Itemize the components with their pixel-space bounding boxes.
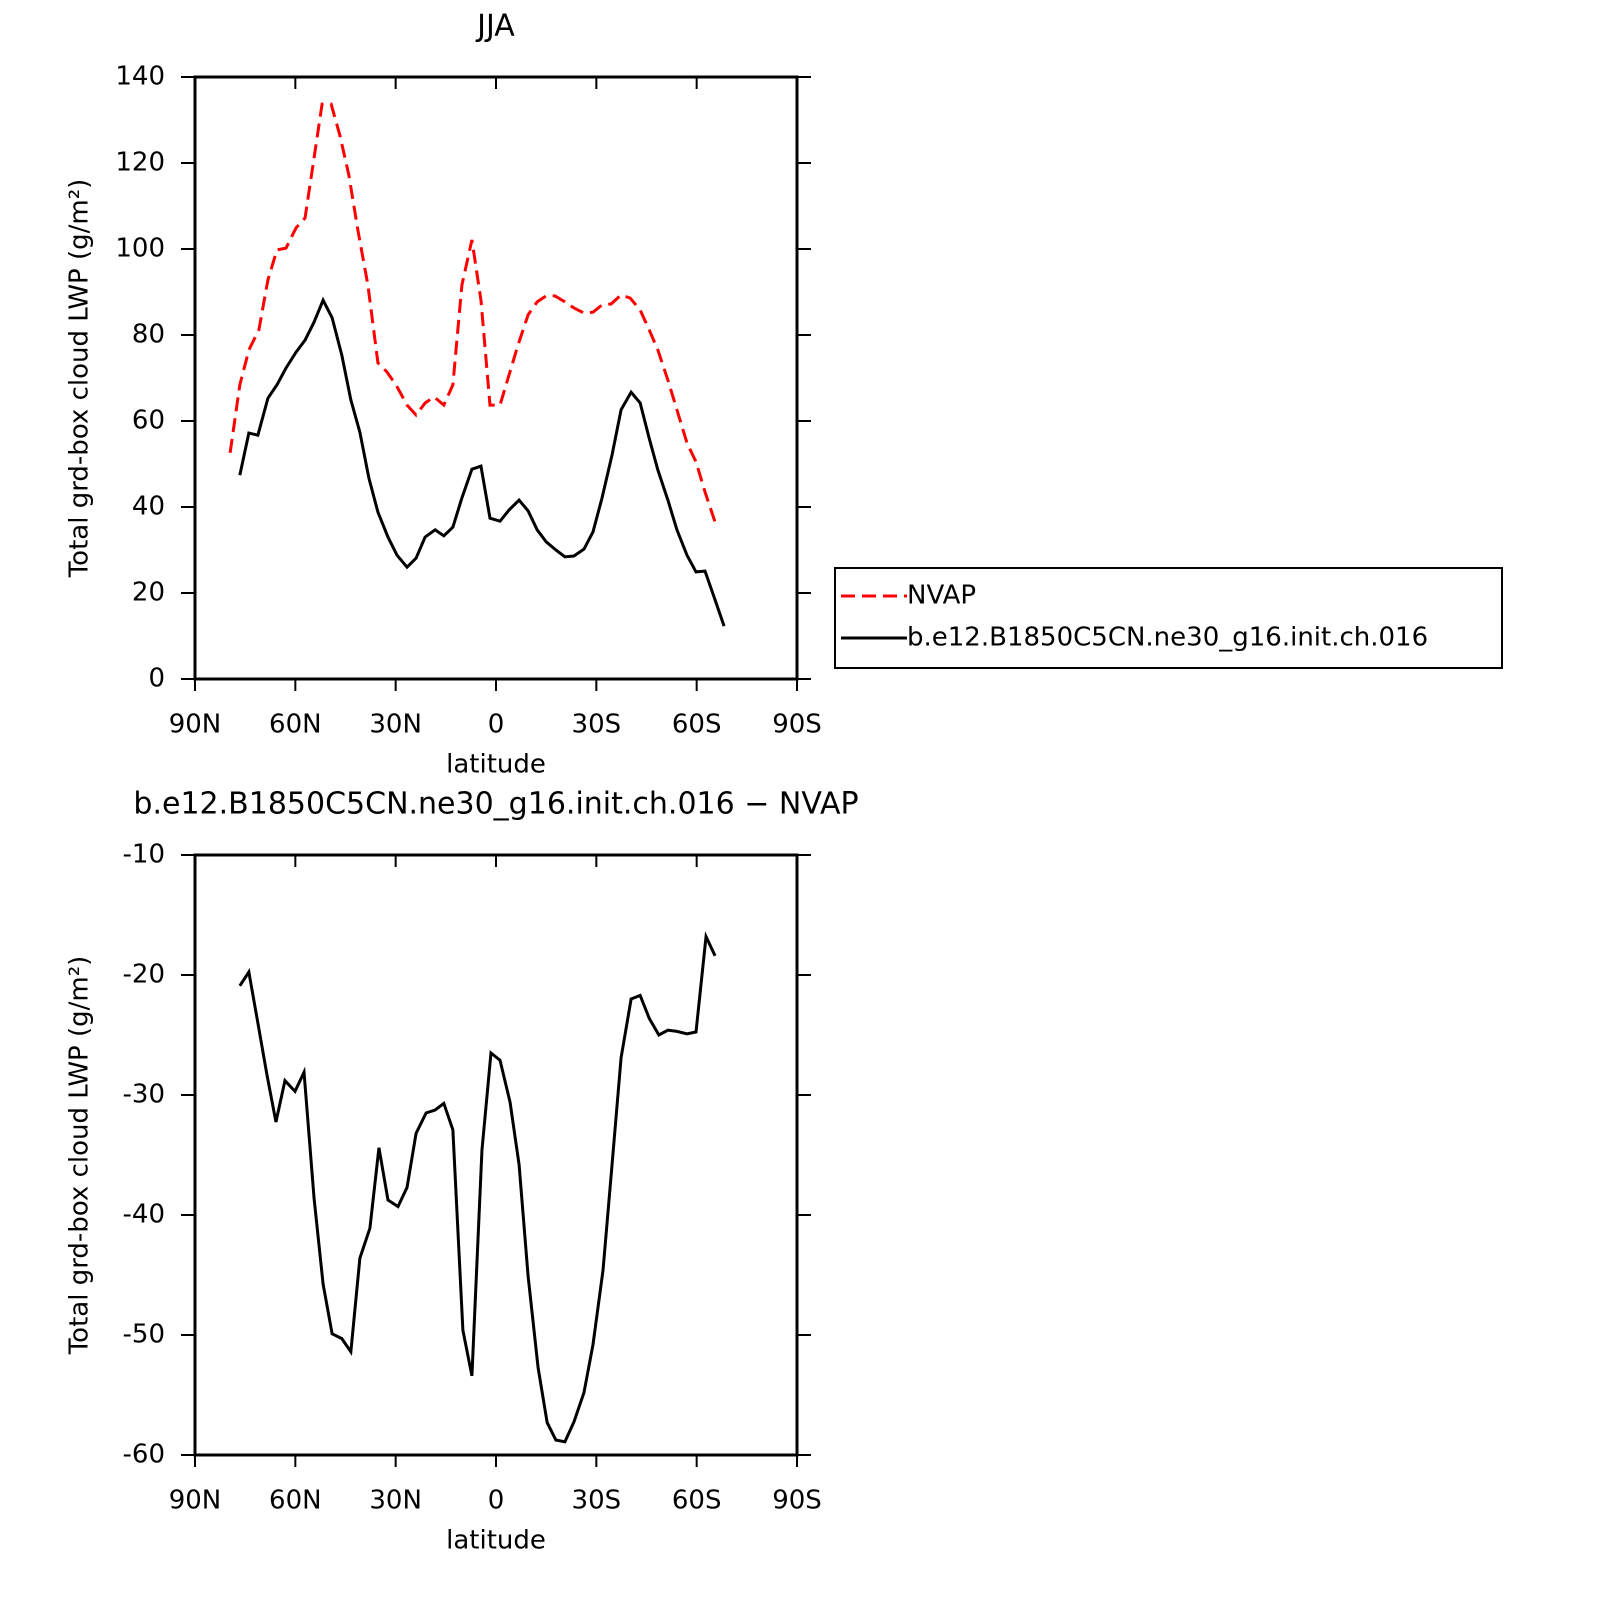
legend-label: b.e12.B1850C5CN.ne30_g16.init.ch.016	[907, 623, 1428, 653]
y-tick-label: 120	[115, 148, 165, 178]
data-line	[228, 102, 717, 523]
x-tick-label: 90S	[772, 710, 822, 740]
data-line	[238, 296, 726, 627]
y-tick-label: -20	[123, 960, 165, 990]
y-tick-label: 40	[132, 492, 165, 522]
x-tick-label: 60S	[672, 710, 722, 740]
x-tick-label: 90S	[772, 1486, 822, 1516]
x-tick-label: 30S	[572, 1486, 622, 1516]
x-tick-label: 60N	[269, 710, 322, 740]
y-tick-label: 60	[132, 406, 165, 436]
y-axis-label: Total grd-box cloud LWP (g/m²)	[65, 956, 95, 1356]
y-tick-label: -40	[123, 1200, 165, 1230]
y-tick-label: -50	[123, 1320, 165, 1350]
y-tick-label: 0	[148, 664, 165, 694]
y-axis-label: Total grd-box cloud LWP (g/m²)	[65, 179, 95, 579]
legend-box	[834, 567, 1503, 669]
x-tick-label: 30N	[369, 1486, 422, 1516]
y-tick-label: 100	[115, 234, 165, 264]
x-tick-label: 0	[488, 1486, 505, 1516]
y-tick-label: 80	[132, 320, 165, 350]
x-tick-label: 90N	[169, 1486, 222, 1516]
x-axis-label: latitude	[446, 1526, 546, 1556]
data-line	[238, 931, 717, 1444]
y-tick-label: -60	[123, 1440, 165, 1470]
y-tick-label: 140	[115, 62, 165, 92]
chart-title: JJA	[475, 9, 515, 44]
plot-frame	[193, 853, 799, 1457]
y-tick-label: -10	[123, 840, 165, 870]
chart-title: b.e12.B1850C5CN.ne30_g16.init.ch.016 − N…	[133, 787, 858, 822]
y-tick-label: 20	[132, 578, 165, 608]
x-tick-label: 30S	[572, 710, 622, 740]
plot-frame	[193, 75, 799, 681]
x-axis-label: latitude	[446, 750, 546, 780]
legend-label: NVAP	[907, 581, 976, 611]
y-tick-label: -30	[123, 1080, 165, 1110]
x-tick-label: 90N	[169, 710, 222, 740]
x-tick-label: 60S	[672, 1486, 722, 1516]
x-tick-label: 30N	[369, 710, 422, 740]
x-tick-label: 60N	[269, 1486, 322, 1516]
x-tick-label: 0	[488, 710, 505, 740]
